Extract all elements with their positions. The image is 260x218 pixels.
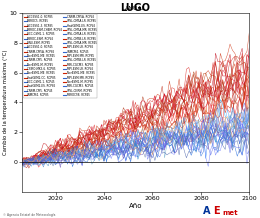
Text: © Agencia Estatal de Meteorología: © Agencia Estatal de Meteorología [3, 213, 55, 217]
Title: LUGO: LUGO [120, 3, 151, 13]
Text: A: A [203, 206, 210, 216]
Legend: ACCESS1-0. RCP85, MIROC5. RCP45, ACCESS1-3. RCP85, MIROC-ESM-CHEM. RCP45, BCC-CS: ACCESS1-0. RCP85, MIROC5. RCP45, ACCESS1… [23, 14, 97, 98]
Text: E: E [213, 206, 220, 216]
X-axis label: Año: Año [129, 203, 142, 209]
Text: met: met [222, 210, 238, 216]
Text: ANUAL: ANUAL [125, 6, 146, 11]
Y-axis label: Cambio de la temperatura máxima (°C): Cambio de la temperatura máxima (°C) [3, 50, 8, 155]
